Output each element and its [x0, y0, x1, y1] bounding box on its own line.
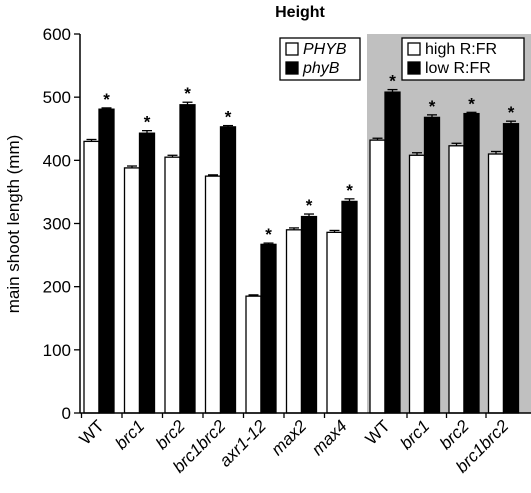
bar-p1-s0-c3: [487, 153, 505, 414]
significance-star-p0-c1: *: [144, 113, 151, 132]
bar-p1-s1-c3: [502, 123, 520, 414]
bar-p0-s1-c0: [98, 108, 115, 414]
category-label-p1-c1: brc1: [397, 416, 434, 453]
significance-star-p0-c6: *: [346, 181, 353, 200]
y-tick-label-5: 500: [43, 88, 71, 107]
significance-star-p0-c2: *: [184, 84, 191, 103]
error-bar-p1-s1-c2: [466, 111, 477, 114]
bar-p1-s0-c0: [369, 139, 386, 414]
bar-p0-s0-c5: [285, 229, 303, 414]
bar-p1-s0-c1: [408, 154, 426, 414]
category-label-p0-c1: brc1: [112, 416, 149, 453]
error-bar-p0-s0-c0: [86, 138, 97, 142]
legend-swatch-1-0: [407, 42, 421, 56]
error-bar-p0-s0-c4: [248, 294, 259, 297]
error-bar-p0-s0-c6: [329, 229, 340, 233]
error-bar-p1-s1-c3: [506, 120, 516, 124]
significance-star-p1-c3: *: [508, 103, 515, 122]
significance-star-p1-c2: *: [468, 94, 475, 113]
error-bar-p0-s0-c5: [289, 227, 299, 230]
error-bar-p1-s0-c3: [491, 150, 501, 155]
bars: [83, 88, 520, 414]
error-bar-p0-s1-c1: [142, 129, 152, 134]
error-bar-p1-s0-c0: [372, 137, 383, 141]
error-bar-p1-s1-c1: [427, 114, 437, 118]
axes: 0 100 200 300 400 500 600: [43, 25, 531, 423]
bar-p0-s0-c1: [123, 167, 141, 414]
error-bar-p0-s1-c6: [344, 198, 355, 202]
significance-star-p0-c5: *: [306, 196, 313, 215]
error-bar-p0-s1-c4: [263, 242, 274, 245]
bar-p1-s0-c2: [448, 145, 465, 414]
y-tick-label-3: 300: [43, 215, 71, 234]
legend-swatch-0-1: [285, 61, 299, 75]
y-tick-label-1: 100: [43, 341, 71, 360]
error-bar-p0-s1-c2: [182, 101, 193, 105]
bar-p1-s1-c2: [463, 112, 480, 414]
error-bar-p0-s1-c3: [223, 124, 233, 127]
category-label-p0-c6: max4: [308, 416, 351, 459]
significance-star-p0-c4: *: [265, 225, 272, 244]
y-tick-label-4: 400: [43, 151, 71, 170]
significance-star-p1-c0: *: [389, 72, 396, 91]
bar-p0-s1-c3: [219, 126, 237, 414]
error-bar-p0-s0-c2: [167, 154, 178, 158]
error-bar-p0-s0-c1: [127, 165, 137, 168]
bar-p1-s1-c0: [384, 91, 401, 414]
legends: PHYB phyB high R:FR low R:FR: [279, 37, 525, 81]
bar-p1-s1-c1: [423, 116, 441, 414]
error-bar-p0-s0-c3: [208, 174, 218, 177]
error-bar-p1-s0-c2: [451, 142, 462, 146]
bar-p0-s1-c1: [138, 132, 156, 414]
y-axis-label: main shoot length (mm): [4, 135, 23, 314]
category-label-p1-c0: WT: [362, 416, 394, 448]
legend-swatch-0-0: [285, 42, 299, 56]
category-label-p0-c5: max2: [267, 416, 310, 459]
error-bar-p0-s1-c0: [101, 107, 112, 110]
legend-label-1-0: high R:FR: [425, 41, 497, 58]
legend-swatch-1-1: [407, 61, 421, 75]
bar-p0-s1-c5: [300, 215, 318, 414]
legend-label-0-0: PHYB: [303, 41, 347, 58]
significance-star-p1-c1: *: [429, 97, 436, 116]
error-bar-p1-s1-c0: [387, 88, 398, 93]
y-tick-label-2: 200: [43, 278, 71, 297]
legend-0: PHYB phyB: [279, 37, 361, 81]
significance-star-p0-c3: *: [225, 108, 232, 127]
bar-p0-s0-c4: [245, 295, 262, 414]
error-bar-p1-s0-c1: [412, 152, 422, 156]
bar-p0-s0-c0: [83, 140, 100, 414]
significance-star-p0-c0: *: [103, 90, 110, 109]
legend-label-0-1: phyB: [302, 60, 340, 77]
legend-1: high R:FR low R:FR: [401, 37, 525, 81]
bar-p0-s1-c4: [260, 243, 277, 414]
chart-title: Height: [275, 4, 325, 21]
category-label-p0-c0: WT: [76, 416, 108, 448]
bar-p0-s0-c2: [164, 156, 181, 414]
error-bar-p0-s1-c5: [304, 213, 314, 217]
legend-label-1-1: low R:FR: [425, 60, 491, 77]
bar-p0-s0-c6: [326, 231, 343, 414]
category-label-p0-c4: axr1-12: [216, 416, 271, 471]
y-tick-label-0: 0: [62, 404, 71, 423]
y-tick-label-6: 600: [43, 25, 71, 44]
bar-p0-s0-c3: [204, 175, 222, 414]
bar-p0-s1-c2: [179, 104, 196, 414]
bar-p0-s1-c6: [341, 200, 358, 414]
